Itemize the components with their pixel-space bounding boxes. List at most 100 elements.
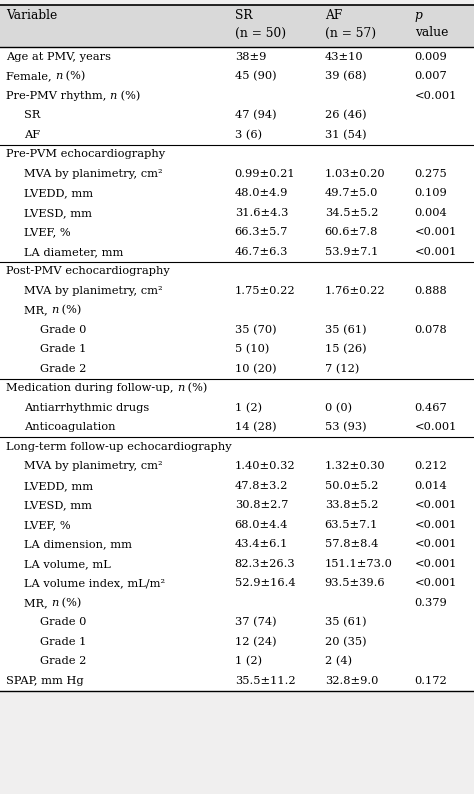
Text: 5 (10): 5 (10) [235, 344, 269, 354]
Text: n: n [51, 598, 58, 607]
Text: 35.5±11.2: 35.5±11.2 [235, 676, 295, 686]
Text: 68.0±4.4: 68.0±4.4 [235, 520, 288, 530]
Text: MVA by planimetry, cm²: MVA by planimetry, cm² [24, 169, 162, 179]
Text: Grade 1: Grade 1 [40, 345, 86, 354]
Text: <0.001: <0.001 [415, 578, 457, 588]
Text: SR: SR [24, 110, 40, 120]
Text: 0 (0): 0 (0) [325, 403, 352, 413]
Text: 0.009: 0.009 [415, 52, 447, 62]
Text: 0.275: 0.275 [415, 169, 447, 179]
Text: (%): (%) [58, 305, 82, 315]
Text: 35 (61): 35 (61) [325, 617, 366, 627]
Text: p: p [415, 9, 423, 22]
Text: 14 (28): 14 (28) [235, 422, 276, 433]
Text: 53.9±7.1: 53.9±7.1 [325, 247, 378, 256]
Text: AF: AF [24, 129, 40, 140]
Text: 82.3±26.3: 82.3±26.3 [235, 559, 295, 569]
Text: <0.001: <0.001 [415, 91, 457, 101]
Text: <0.001: <0.001 [415, 520, 457, 530]
Text: Post-PMV echocardiography: Post-PMV echocardiography [6, 266, 169, 276]
Text: 35 (61): 35 (61) [325, 325, 366, 335]
Text: 32.8±9.0: 32.8±9.0 [325, 676, 378, 686]
Text: Medication during follow-up,: Medication during follow-up, [6, 384, 177, 393]
Text: 0.007: 0.007 [415, 71, 447, 81]
Text: 1 (2): 1 (2) [235, 403, 262, 413]
Text: LVEF, %: LVEF, % [24, 227, 70, 237]
Text: (n = 50): (n = 50) [235, 26, 286, 40]
Text: Grade 2: Grade 2 [40, 364, 86, 374]
Text: LVESD, mm: LVESD, mm [24, 208, 91, 218]
Text: 20 (35): 20 (35) [325, 637, 366, 647]
Bar [0, 5, 474, 47]
Text: value: value [415, 26, 448, 40]
Text: (%): (%) [62, 71, 86, 82]
Text: n: n [51, 305, 58, 315]
Text: 1.03±0.20: 1.03±0.20 [325, 169, 385, 179]
Text: 2 (4): 2 (4) [325, 656, 352, 666]
Text: LVEDD, mm: LVEDD, mm [24, 480, 93, 491]
Text: LA dimension, mm: LA dimension, mm [24, 539, 132, 549]
Text: 7 (12): 7 (12) [325, 364, 359, 374]
Text: LVEDD, mm: LVEDD, mm [24, 188, 93, 198]
Bar [0, 5, 474, 691]
Text: 31.6±4.3: 31.6±4.3 [235, 208, 288, 218]
Text: AF: AF [325, 9, 342, 22]
Text: 0.888: 0.888 [415, 286, 447, 295]
Text: <0.001: <0.001 [415, 422, 457, 432]
Text: 0.379: 0.379 [415, 598, 447, 607]
Text: 0.078: 0.078 [415, 325, 447, 335]
Text: Variable: Variable [6, 9, 57, 22]
Text: 15 (26): 15 (26) [325, 344, 366, 354]
Text: (%): (%) [58, 598, 82, 608]
Text: <0.001: <0.001 [415, 559, 457, 569]
Text: MR,: MR, [24, 598, 51, 607]
Text: 63.5±7.1: 63.5±7.1 [325, 520, 378, 530]
Text: Long-term follow-up echocardiography: Long-term follow-up echocardiography [6, 441, 231, 452]
Text: 3 (6): 3 (6) [235, 129, 262, 140]
Text: 10 (20): 10 (20) [235, 364, 276, 374]
Text: LA volume index, mL/m²: LA volume index, mL/m² [24, 578, 165, 588]
Text: Female,: Female, [6, 71, 55, 81]
Text: n: n [55, 71, 62, 81]
Text: Anticoagulation: Anticoagulation [24, 422, 115, 432]
Text: 47.8±3.2: 47.8±3.2 [235, 480, 288, 491]
Text: 33.8±5.2: 33.8±5.2 [325, 500, 378, 511]
Text: 34.5±5.2: 34.5±5.2 [325, 208, 378, 218]
Text: 66.3±5.7: 66.3±5.7 [235, 227, 288, 237]
Text: 46.7±6.3: 46.7±6.3 [235, 247, 288, 256]
Text: 52.9±16.4: 52.9±16.4 [235, 578, 295, 588]
Text: LVEF, %: LVEF, % [24, 520, 70, 530]
Text: 151.1±73.0: 151.1±73.0 [325, 559, 392, 569]
Text: LA diameter, mm: LA diameter, mm [24, 247, 123, 256]
Text: 37 (74): 37 (74) [235, 617, 276, 627]
Text: (n = 57): (n = 57) [325, 26, 376, 40]
Text: <0.001: <0.001 [415, 247, 457, 256]
Text: 30.8±2.7: 30.8±2.7 [235, 500, 288, 511]
Text: 50.0±5.2: 50.0±5.2 [325, 480, 378, 491]
Text: Antiarrhythmic drugs: Antiarrhythmic drugs [24, 403, 149, 413]
Text: 0.004: 0.004 [415, 208, 447, 218]
Text: 26 (46): 26 (46) [325, 110, 366, 121]
Text: MR,: MR, [24, 305, 51, 315]
Text: Grade 2: Grade 2 [40, 657, 86, 666]
Text: SPAP, mm Hg: SPAP, mm Hg [6, 676, 83, 686]
Text: 0.467: 0.467 [415, 403, 447, 413]
Text: 0.99±0.21: 0.99±0.21 [235, 169, 295, 179]
Text: 45 (90): 45 (90) [235, 71, 276, 82]
Text: 0.172: 0.172 [415, 676, 447, 686]
Text: 0.014: 0.014 [415, 480, 447, 491]
Text: 1.32±0.30: 1.32±0.30 [325, 461, 385, 472]
Text: 49.7±5.0: 49.7±5.0 [325, 188, 378, 198]
Text: 93.5±39.6: 93.5±39.6 [325, 578, 385, 588]
Text: <0.001: <0.001 [415, 539, 457, 549]
Text: MVA by planimetry, cm²: MVA by planimetry, cm² [24, 461, 162, 472]
Text: LA volume, mL: LA volume, mL [24, 559, 110, 569]
Text: 1.40±0.32: 1.40±0.32 [235, 461, 295, 472]
Text: 43±10: 43±10 [325, 52, 363, 62]
Text: 60.6±7.8: 60.6±7.8 [325, 227, 378, 237]
Text: 0.212: 0.212 [415, 461, 447, 472]
Text: Age at PMV, years: Age at PMV, years [6, 52, 111, 62]
Text: 57.8±8.4: 57.8±8.4 [325, 539, 378, 549]
Text: Pre-PMV rhythm,: Pre-PMV rhythm, [6, 91, 109, 101]
Text: 1 (2): 1 (2) [235, 656, 262, 666]
